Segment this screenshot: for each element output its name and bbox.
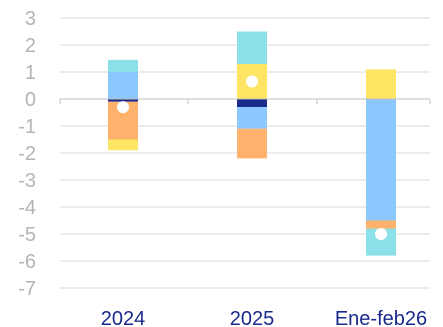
x-tick-label: 2024 [101,308,146,327]
total-markers [117,75,387,240]
y-tick-labels: 3 2 1 0 -1 -2 -3 -4 -5 -6 -7 [18,8,36,300]
y-tick-label: -6 [18,251,36,273]
y-tick-label: 0 [25,89,36,111]
bar-segment [366,69,396,99]
bar-segment [237,128,267,159]
total-marker [246,75,258,88]
bar-segment [108,72,138,99]
bar-segment [237,99,267,108]
y-tick-label: -1 [18,116,36,138]
y-tick-label: -7 [18,278,36,300]
y-tick-label: 3 [25,8,36,30]
bar-segment [237,107,267,129]
x-tick-labels: 2024 2025 Ene-feb26 [101,308,427,327]
total-marker [375,228,387,240]
bar-segment [366,99,396,221]
bar-segment [366,220,396,229]
y-tick-label: -3 [18,170,36,192]
y-tick-label: 1 [25,62,36,84]
bar-segment [237,31,267,64]
y-tick-label: -2 [18,143,36,165]
y-tick-label: -4 [18,197,36,219]
bar-segment [108,99,138,102]
bar-segment [108,59,138,72]
zero-axis [59,98,431,104]
x-tick-label: 2025 [230,308,275,327]
y-tick-label: 2 [25,35,36,57]
bars [108,31,396,256]
y-tick-label: -5 [18,224,36,246]
x-tick-label: Ene-feb26 [335,308,427,327]
total-marker [117,101,129,114]
bar-segment [108,139,138,151]
